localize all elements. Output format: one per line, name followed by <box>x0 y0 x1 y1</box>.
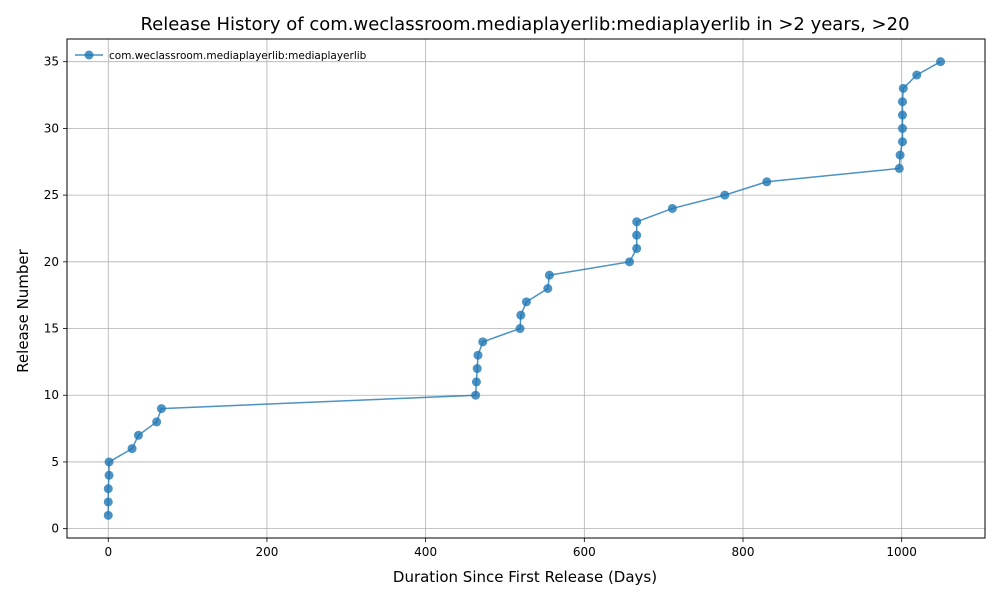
data-point <box>936 57 946 67</box>
data-point <box>912 70 922 80</box>
data-point <box>103 484 113 494</box>
data-point <box>104 470 114 480</box>
data-point <box>152 417 162 427</box>
chart-title: Release History of com.weclassroom.media… <box>140 14 909 35</box>
data-point <box>103 510 113 520</box>
x-tick-label: 400 <box>414 545 437 559</box>
data-point <box>472 364 482 374</box>
y-tick-label: 35 <box>44 55 59 69</box>
data-point <box>720 190 730 200</box>
data-point <box>894 163 904 173</box>
x-tick-label: 1000 <box>886 545 917 559</box>
data-point <box>543 284 553 293</box>
grid-lines <box>67 39 985 538</box>
data-point <box>127 444 137 454</box>
data-point <box>667 203 677 213</box>
data-point <box>625 257 635 267</box>
y-tick-label: 10 <box>44 388 59 402</box>
series-layer <box>103 57 946 520</box>
data-point <box>895 150 905 160</box>
y-tick-label: 0 <box>51 522 59 536</box>
y-tick-label: 25 <box>44 188 59 202</box>
data-point <box>762 177 772 187</box>
data-point <box>897 137 907 147</box>
legend-entry-label: com.weclassroom.mediaplayerlib:mediaplay… <box>109 50 367 62</box>
legend-marker-swatch <box>84 50 94 60</box>
x-axis-label: Duration Since First Release (Days) <box>393 568 657 586</box>
y-tick-label: 5 <box>51 455 59 469</box>
data-point <box>104 457 114 467</box>
data-point <box>473 350 483 360</box>
data-point <box>471 390 481 400</box>
data-point <box>898 83 908 93</box>
data-point <box>478 337 488 347</box>
data-point <box>632 243 642 253</box>
data-point <box>156 404 166 414</box>
legend: com.weclassroom.mediaplayerlib:mediaplay… <box>75 50 367 62</box>
data-point <box>471 377 481 387</box>
y-axis-label: Release Number <box>14 248 32 372</box>
data-point <box>515 324 525 334</box>
series-line <box>107 61 941 516</box>
y-axis: 0 5 10 15 20 25 30 35 <box>44 55 67 536</box>
data-point <box>521 297 531 307</box>
data-point <box>103 497 113 507</box>
data-point <box>897 110 907 120</box>
data-point <box>632 230 642 240</box>
x-tick-label: 800 <box>732 545 755 559</box>
x-axis: 0 200 400 600 800 1000 <box>104 538 917 559</box>
x-tick-label: 200 <box>255 545 278 559</box>
data-point <box>897 97 907 107</box>
y-tick-label: 30 <box>44 121 59 135</box>
data-point <box>897 123 907 133</box>
data-point <box>544 270 554 280</box>
y-tick-label: 15 <box>44 322 59 336</box>
x-tick-label: 600 <box>573 545 596 559</box>
data-point <box>632 217 642 227</box>
data-point <box>133 430 143 440</box>
plot-frame <box>66 38 986 539</box>
x-tick-label: 0 <box>104 545 112 559</box>
data-point <box>516 310 526 320</box>
y-tick-label: 20 <box>44 255 59 269</box>
